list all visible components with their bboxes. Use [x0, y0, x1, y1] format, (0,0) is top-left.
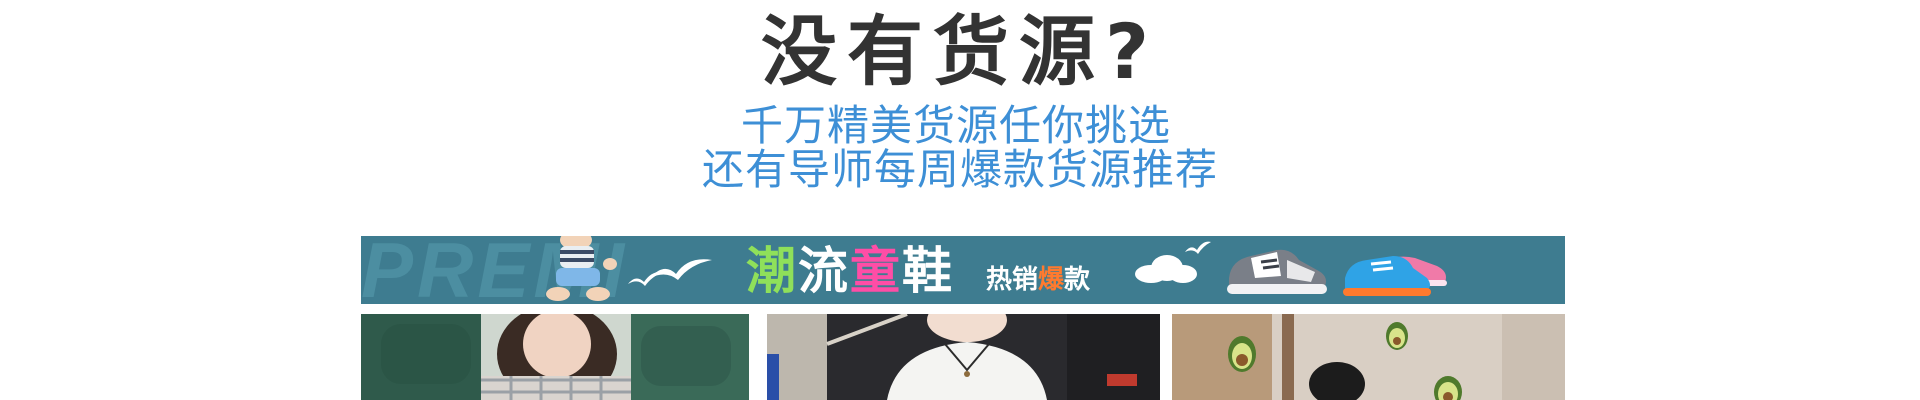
headline-char: 鞋 — [902, 242, 954, 300]
subtitle-line-1: 千万精美货源任你挑选 — [740, 101, 1171, 150]
kids-shoes-banner[interactable]: PREMI 潮流童鞋 热销爆款 — [361, 236, 1565, 304]
avocado-icon — [1434, 376, 1462, 400]
avocado-decor-photo — [1172, 314, 1565, 400]
headline-char: 童 — [850, 242, 902, 300]
seagull-icon — [628, 271, 664, 286]
avocado-icon — [1386, 322, 1408, 350]
product-photo[interactable] — [1172, 314, 1565, 400]
cloud-icon — [1135, 255, 1197, 283]
headline-char: 潮 — [746, 242, 798, 300]
tag-suffix: 款 — [1064, 265, 1091, 295]
baby-figure — [546, 236, 617, 301]
headline-char: 流 — [798, 242, 850, 300]
product-photo[interactable] — [361, 314, 749, 400]
banner-headline: 潮流童鞋 — [746, 241, 954, 301]
subtitle-line-2: 还有导师每周爆款货源推荐 — [701, 145, 1218, 194]
plaid-top-model-photo — [361, 314, 749, 400]
gray-sneaker-image — [1227, 249, 1327, 294]
seagull-icon — [1185, 241, 1211, 254]
seagull-icon — [650, 259, 712, 280]
blue-pink-sneakers-image — [1343, 256, 1447, 296]
tag-highlight: 爆 — [1038, 265, 1065, 295]
hot-sale-tag: 热销爆款 — [986, 264, 1090, 296]
tag-prefix: 热销 — [986, 265, 1039, 295]
section-title: 没有货源? — [760, 7, 1160, 96]
product-photo[interactable] — [767, 314, 1160, 400]
avocado-icon — [1228, 336, 1256, 372]
white-shirt-model-photo — [767, 314, 1160, 400]
